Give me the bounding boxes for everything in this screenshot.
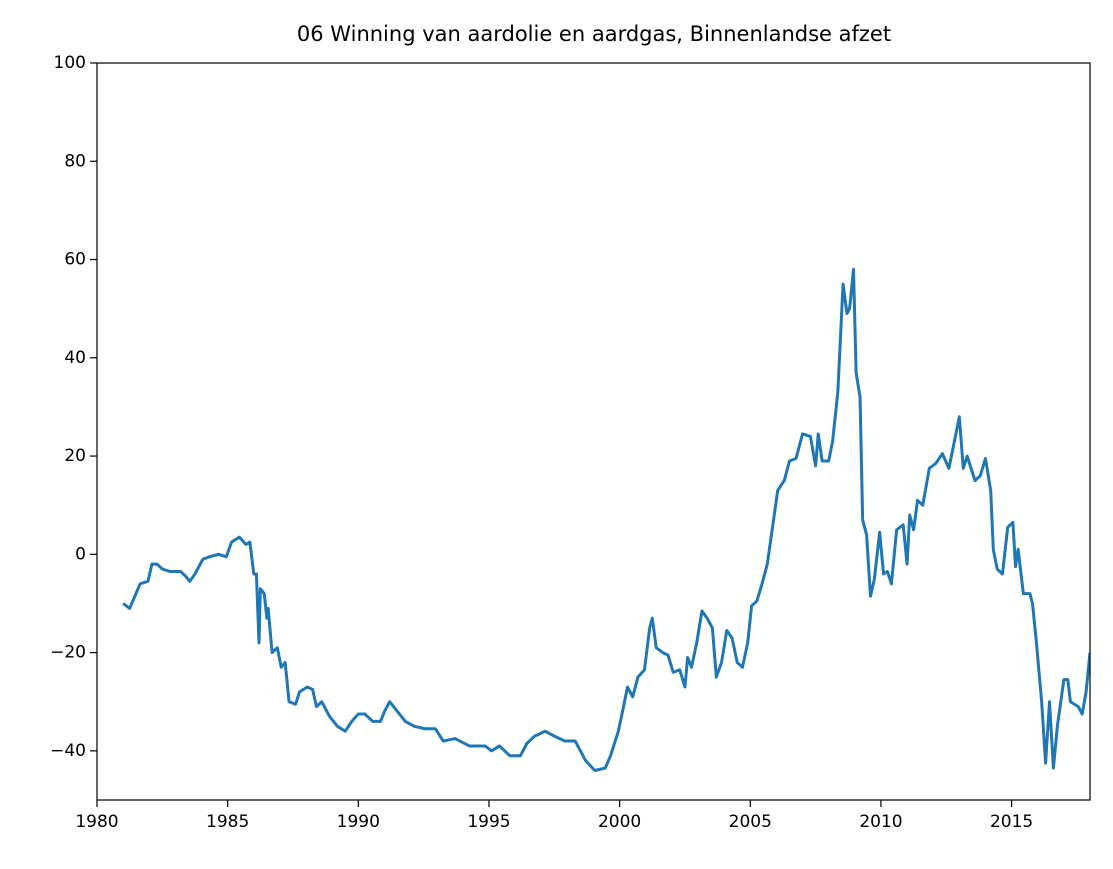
x-tick-label: 2005: [729, 812, 772, 832]
y-tick-label: 80: [64, 151, 86, 171]
x-tick-label: 2015: [990, 812, 1033, 832]
x-tick-label: 1995: [467, 812, 510, 832]
y-tick-label: 20: [64, 446, 86, 466]
y-tick-label: −40: [50, 741, 86, 761]
x-tick-label: 1990: [337, 812, 380, 832]
x-tick-label: 2000: [598, 812, 641, 832]
y-tick-label: 100: [54, 53, 86, 73]
x-tick-label: 2010: [859, 812, 902, 832]
plot-frame: [96, 62, 1091, 801]
y-tick-label: −20: [50, 643, 86, 663]
y-tick-label: 60: [64, 250, 86, 270]
data-line: [122, 267, 1090, 773]
x-tick-label: 1980: [75, 812, 118, 832]
x-tick-label: 1985: [206, 812, 249, 832]
chart-title: 06 Winning van aardolie en aardgas, Binn…: [297, 22, 891, 46]
y-tick-label: 0: [75, 544, 86, 564]
y-tick-label: 40: [64, 348, 86, 368]
